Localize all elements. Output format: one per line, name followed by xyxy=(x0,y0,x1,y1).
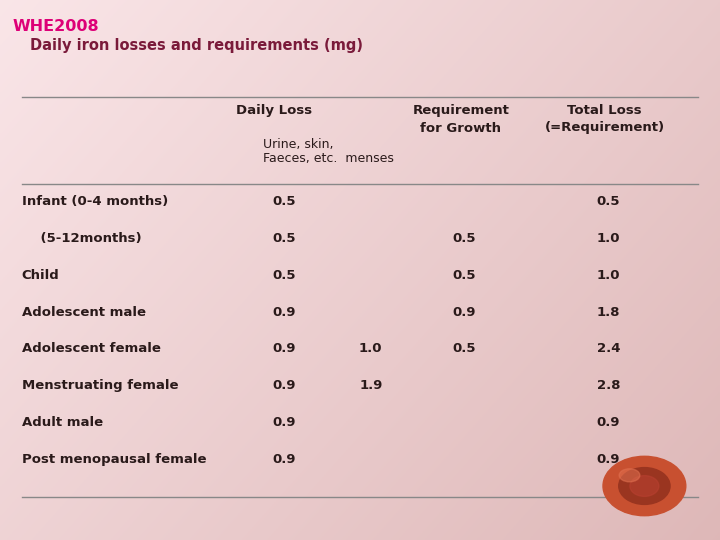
Text: 0.9: 0.9 xyxy=(453,306,476,319)
Text: Menstruating female: Menstruating female xyxy=(22,379,178,392)
Text: Urine, skin,: Urine, skin, xyxy=(263,138,333,151)
Text: 1.0: 1.0 xyxy=(597,232,620,245)
Text: Child: Child xyxy=(22,269,59,282)
Text: Adolescent female: Adolescent female xyxy=(22,342,161,355)
Text: for Growth: for Growth xyxy=(420,122,501,134)
Text: Adult male: Adult male xyxy=(22,416,103,429)
Text: Faeces, etc.  menses: Faeces, etc. menses xyxy=(263,152,394,165)
Text: Daily iron losses and requirements (mg): Daily iron losses and requirements (mg) xyxy=(30,38,364,53)
Text: 0.9: 0.9 xyxy=(273,379,296,392)
Text: 2.8: 2.8 xyxy=(597,379,620,392)
Text: 0.5: 0.5 xyxy=(453,232,476,245)
Ellipse shape xyxy=(603,456,685,516)
Text: 0.5: 0.5 xyxy=(273,195,296,208)
Text: Post menopausal female: Post menopausal female xyxy=(22,453,206,465)
Ellipse shape xyxy=(630,476,659,496)
Text: (=Requirement): (=Requirement) xyxy=(545,122,665,134)
Text: 0.9: 0.9 xyxy=(273,453,296,465)
Ellipse shape xyxy=(618,468,670,504)
Text: 0.9: 0.9 xyxy=(273,416,296,429)
Text: Total Loss: Total Loss xyxy=(567,104,642,117)
Text: 0.5: 0.5 xyxy=(273,269,296,282)
Text: 2.4: 2.4 xyxy=(597,342,620,355)
Text: 0.9: 0.9 xyxy=(597,416,620,429)
Text: 1.0: 1.0 xyxy=(359,342,382,355)
Ellipse shape xyxy=(619,469,640,482)
Text: 0.9: 0.9 xyxy=(597,453,620,465)
Text: (5-12months): (5-12months) xyxy=(22,232,141,245)
Text: Requirement: Requirement xyxy=(413,104,509,117)
Text: 0.5: 0.5 xyxy=(597,195,620,208)
Text: Adolescent male: Adolescent male xyxy=(22,306,145,319)
Text: 1.9: 1.9 xyxy=(359,379,382,392)
Text: 0.9: 0.9 xyxy=(273,342,296,355)
Text: 0.9: 0.9 xyxy=(273,306,296,319)
Text: 0.5: 0.5 xyxy=(273,232,296,245)
Text: 1.8: 1.8 xyxy=(597,306,620,319)
Text: 0.5: 0.5 xyxy=(453,269,476,282)
Text: WHE2008: WHE2008 xyxy=(13,19,99,34)
Text: 1.0: 1.0 xyxy=(597,269,620,282)
Text: 0.5: 0.5 xyxy=(453,342,476,355)
Text: Daily Loss: Daily Loss xyxy=(235,104,312,117)
Text: Infant (0-4 months): Infant (0-4 months) xyxy=(22,195,168,208)
